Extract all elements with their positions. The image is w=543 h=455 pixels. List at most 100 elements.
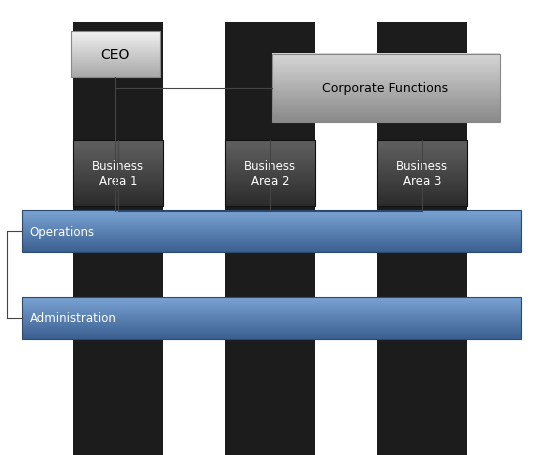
Bar — [377, 148, 467, 150]
Bar — [73, 176, 163, 177]
Bar — [272, 77, 500, 78]
Bar — [377, 179, 467, 181]
Bar — [225, 165, 315, 167]
Bar — [272, 120, 500, 121]
Bar — [73, 184, 163, 185]
Bar — [22, 237, 521, 238]
Bar — [73, 169, 163, 171]
Bar — [272, 85, 500, 86]
Bar — [22, 303, 521, 304]
Bar — [22, 299, 521, 300]
Bar — [272, 74, 500, 75]
Bar — [377, 145, 467, 147]
Bar — [377, 186, 467, 187]
Bar — [272, 92, 500, 93]
Bar — [22, 233, 521, 234]
Bar — [71, 58, 160, 59]
Bar — [225, 151, 315, 152]
Bar — [73, 179, 163, 181]
Bar — [272, 115, 500, 116]
Bar — [22, 323, 521, 324]
Bar — [22, 305, 521, 306]
Bar — [22, 228, 521, 229]
Bar — [73, 172, 163, 173]
Bar — [73, 160, 163, 161]
Bar — [22, 225, 521, 226]
Bar — [73, 186, 163, 187]
Bar — [225, 148, 315, 150]
Bar — [272, 69, 500, 71]
Bar — [22, 212, 521, 213]
Bar — [225, 186, 315, 187]
Bar — [272, 110, 500, 111]
Bar — [225, 185, 315, 186]
Bar — [22, 226, 521, 227]
Bar — [377, 143, 467, 144]
Bar — [22, 223, 521, 224]
Bar — [73, 157, 163, 159]
Bar — [272, 84, 500, 86]
Bar — [22, 313, 521, 314]
Bar — [377, 166, 467, 167]
Bar — [377, 195, 467, 196]
Bar — [22, 212, 521, 213]
Bar — [225, 201, 315, 202]
Bar — [272, 62, 500, 64]
Bar — [22, 234, 521, 235]
Bar — [225, 178, 315, 180]
Bar — [377, 142, 467, 143]
Bar — [225, 197, 315, 198]
Bar — [272, 86, 500, 87]
Bar — [225, 198, 315, 199]
Bar — [225, 150, 315, 151]
Bar — [377, 199, 467, 200]
Bar — [71, 41, 160, 42]
Bar — [272, 119, 500, 121]
Bar — [225, 143, 315, 144]
Bar — [73, 147, 163, 149]
Bar — [22, 252, 521, 253]
Bar — [22, 236, 521, 237]
Bar — [272, 75, 500, 76]
Bar — [22, 330, 521, 331]
Bar — [225, 190, 315, 192]
Bar — [71, 38, 160, 40]
Bar — [71, 38, 160, 39]
Bar — [73, 187, 163, 188]
Bar — [73, 192, 163, 194]
Bar — [377, 194, 467, 195]
Bar — [225, 147, 315, 149]
Bar — [71, 46, 160, 47]
Bar — [71, 62, 160, 63]
Bar — [272, 76, 500, 77]
Bar — [377, 176, 467, 177]
Bar — [71, 55, 160, 56]
Bar — [71, 48, 160, 49]
Bar — [73, 141, 163, 142]
Bar — [22, 300, 521, 301]
Bar — [73, 161, 163, 162]
Bar — [22, 243, 521, 244]
Bar — [71, 70, 160, 71]
Bar — [225, 144, 315, 146]
Bar — [225, 172, 315, 173]
Bar — [22, 245, 521, 246]
Bar — [272, 101, 500, 102]
Bar — [73, 200, 163, 202]
Bar — [71, 66, 160, 67]
Bar — [22, 245, 521, 246]
Bar — [71, 69, 160, 70]
Bar — [73, 173, 163, 174]
Bar — [377, 144, 467, 146]
Bar — [73, 141, 163, 207]
Bar — [272, 99, 500, 100]
Bar — [272, 66, 500, 67]
Bar — [377, 168, 467, 170]
Bar — [22, 215, 521, 216]
Bar — [225, 168, 315, 170]
Bar — [71, 49, 160, 50]
Bar — [272, 58, 500, 59]
Bar — [22, 224, 521, 225]
Bar — [22, 213, 521, 214]
Bar — [225, 184, 315, 185]
